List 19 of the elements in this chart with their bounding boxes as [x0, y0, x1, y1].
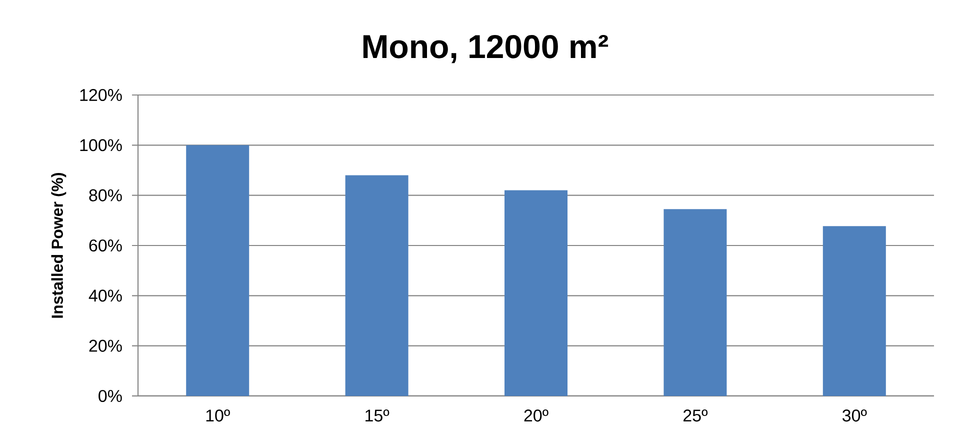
y-tick-label: 0%	[98, 390, 122, 402]
y-tick-label: 40%	[88, 290, 122, 302]
x-tick-label: 15º	[366, 410, 390, 422]
x-tick-label: 20º	[524, 410, 548, 422]
bar	[664, 209, 727, 396]
bar	[345, 175, 408, 396]
bar	[822, 226, 886, 396]
chart-title: Mono, 12000 m²	[363, 34, 608, 64]
y-axis-title: Installed Power (%)	[51, 172, 66, 318]
y-tick-label: 60%	[89, 239, 122, 252]
x-tick-label: 30º	[842, 410, 867, 422]
x-tick-label: 25º	[684, 410, 708, 422]
bar	[504, 190, 568, 396]
bar	[186, 145, 250, 396]
y-tick-label: 20%	[89, 340, 122, 352]
y-tick-label: 120%	[80, 88, 122, 102]
y-tick-label: 100%	[80, 139, 122, 152]
y-tick-label: 80%	[89, 189, 122, 202]
x-tick-label: 10º	[206, 410, 230, 422]
